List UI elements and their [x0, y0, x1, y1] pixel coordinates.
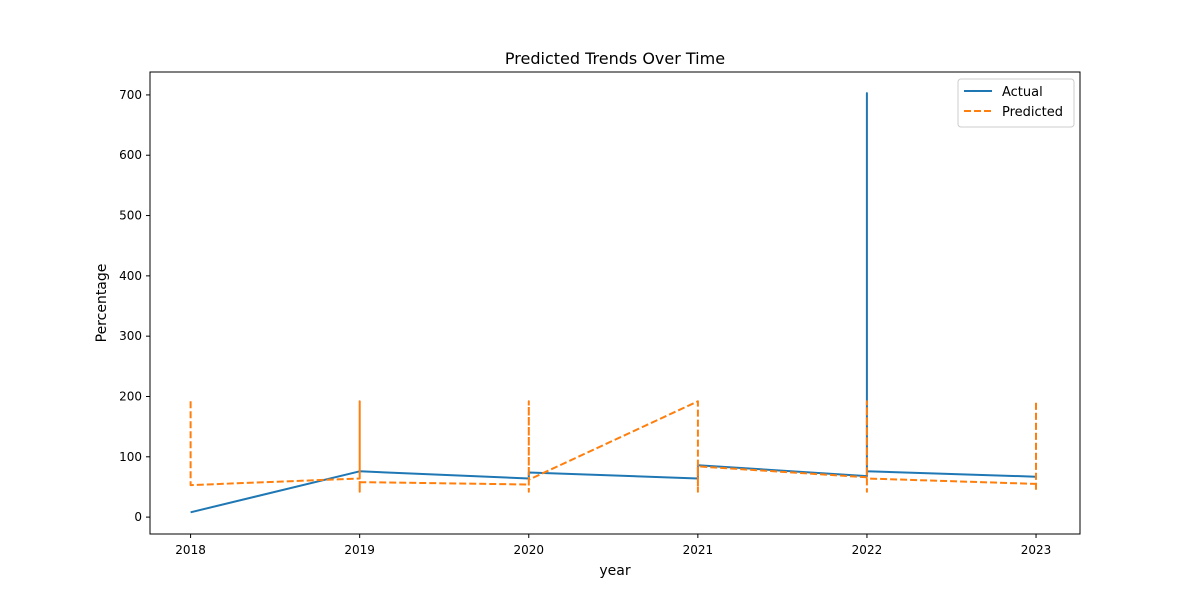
legend: Actual Predicted: [957, 78, 1075, 128]
chart-title: Predicted Trends Over Time: [505, 49, 725, 68]
x-tick-label: 2021: [683, 543, 714, 557]
plot-frame: [149, 71, 1081, 535]
legend-label-predicted: Predicted: [1002, 105, 1063, 120]
series-layer: [189, 92, 1037, 514]
x-tick-label: 2018: [175, 543, 206, 557]
y-tick-label: 0: [134, 510, 142, 524]
y-tick-label: 500: [119, 209, 142, 223]
y-tick-label: 600: [119, 148, 142, 162]
x-tick-label: 2020: [513, 543, 544, 557]
x-axis-label: year: [599, 563, 630, 579]
x-tick-label: 2022: [852, 543, 883, 557]
series-line-predicted: [189, 400, 1037, 493]
ticks-layer: 2018 2019 2020 2021 2022 2023 0 100 200 300 400 500…: [119, 88, 1051, 557]
x-tick-label: 2023: [1021, 543, 1052, 557]
y-tick-label: 700: [119, 88, 142, 102]
y-tick-label: 100: [119, 450, 142, 464]
y-tick-label: 300: [119, 329, 142, 343]
x-tick-label: 2019: [344, 543, 375, 557]
y-tick-label: 200: [119, 389, 142, 403]
legend-label-actual: Actual: [1002, 85, 1043, 100]
y-tick-label: 400: [119, 269, 142, 283]
y-axis-label: Percentage: [94, 264, 110, 343]
